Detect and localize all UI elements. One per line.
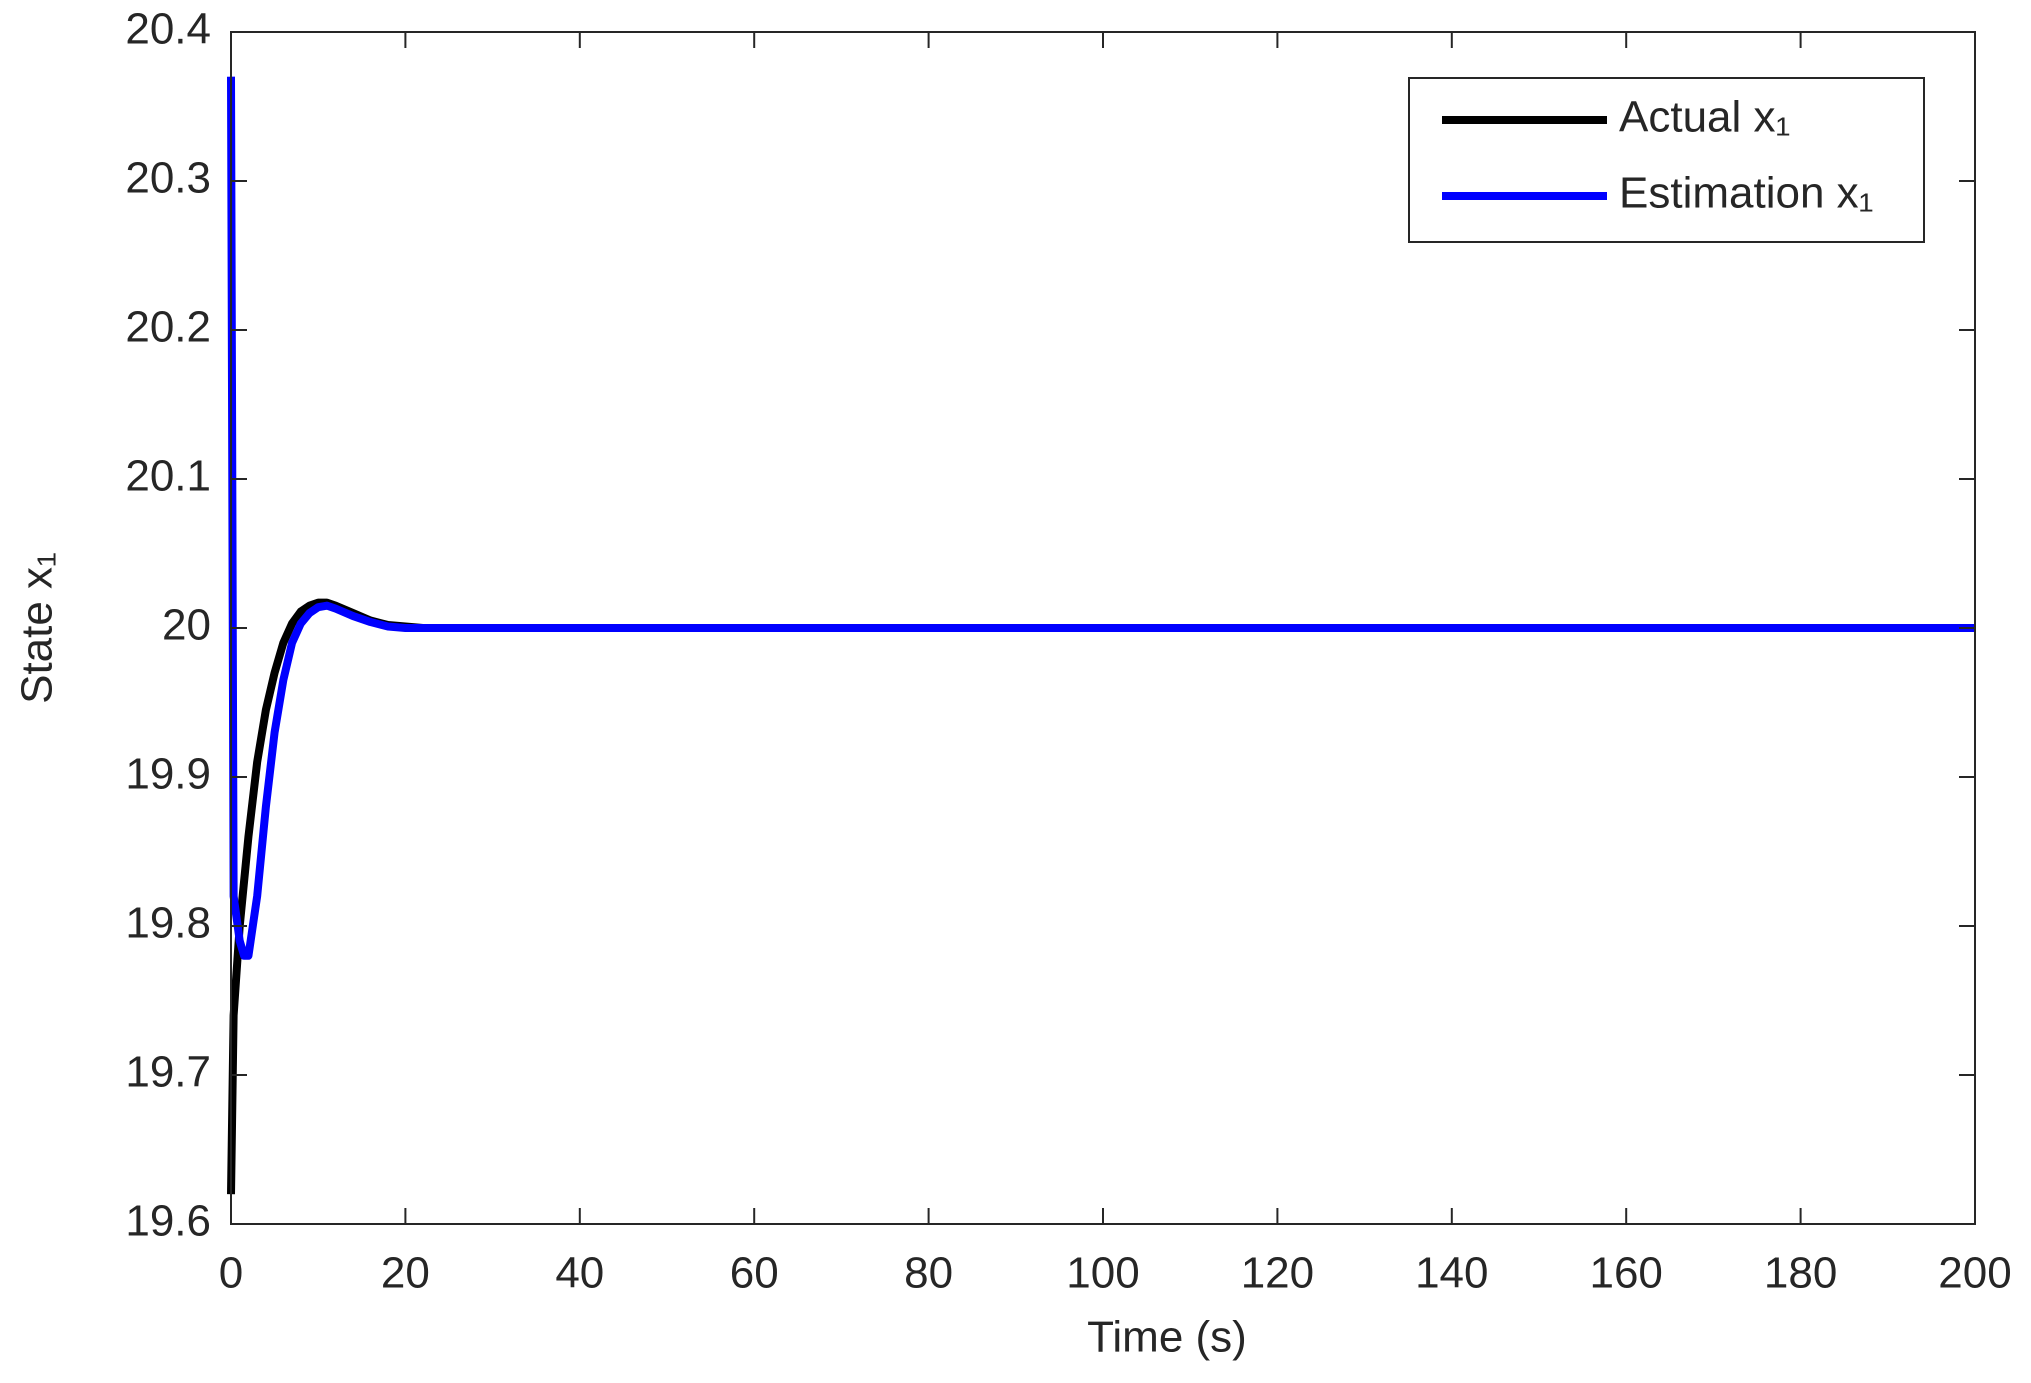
y-tick-label: 20.2 [125, 303, 211, 352]
legend-label: Estimation x₁ [1619, 169, 1873, 218]
x-tick-label: 180 [1764, 1249, 1837, 1298]
y-tick-label: 19.8 [125, 899, 211, 948]
x-tick-label: 60 [730, 1249, 779, 1298]
x-tick-label: 80 [904, 1249, 953, 1298]
y-tick-label: 20.4 [125, 5, 211, 54]
y-tick-label: 20.1 [125, 452, 211, 501]
x-tick-label: 120 [1241, 1249, 1314, 1298]
x-tick-label: 40 [555, 1249, 604, 1298]
y-tick-label: 19.6 [125, 1197, 211, 1246]
x-tick-label: 140 [1415, 1249, 1488, 1298]
x-axis-label: Time (s) [1087, 1313, 1247, 1362]
x-tick-label: 100 [1066, 1249, 1139, 1298]
x-tick-label: 160 [1589, 1249, 1662, 1298]
legend-box [1408, 77, 1925, 243]
y-tick-label: 20.3 [125, 154, 211, 203]
y-axis-label: State x₁ [13, 552, 62, 704]
y-tick-label: 19.9 [125, 750, 211, 799]
legend-label: Actual x₁ [1619, 93, 1790, 142]
x-tick-label: 200 [1938, 1249, 2011, 1298]
x-tick-label: 0 [219, 1249, 243, 1298]
data-line [227, 76, 1975, 960]
x-tick-label: 20 [381, 1249, 430, 1298]
y-tick-label: 19.7 [125, 1048, 211, 1097]
y-tick-label: 20 [162, 601, 211, 650]
